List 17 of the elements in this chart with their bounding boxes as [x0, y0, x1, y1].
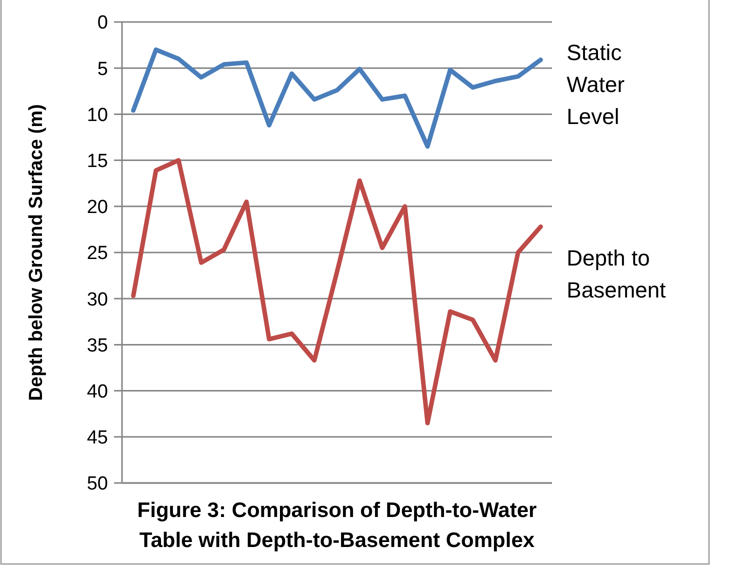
y-tick-label: 25 [86, 243, 108, 264]
y-tick-label: 50 [86, 474, 108, 495]
series-label: Static Water Level [566, 40, 625, 129]
y-tick-label: 5 [97, 58, 108, 80]
y-tick-label: 0 [97, 12, 108, 34]
y-tick-label: 40 [86, 381, 108, 402]
y-tick-label: 45 [86, 428, 108, 449]
y-tick-label: 30 [86, 289, 108, 310]
text: Figure 3: Comparison of Depth-to-Water Table with Depth-to-Basement Complex [137, 499, 537, 552]
line-series [131, 158, 543, 426]
series-label: Depth to Basement [566, 246, 666, 303]
y-axis-title: Depth below Ground Surface (m) [26, 104, 47, 401]
y-tick-label: 35 [86, 335, 108, 356]
line-series [131, 47, 543, 149]
y-tick-label: 15 [86, 150, 108, 172]
y-tick-label: 10 [86, 104, 108, 126]
y-tick-label: 20 [86, 197, 108, 218]
